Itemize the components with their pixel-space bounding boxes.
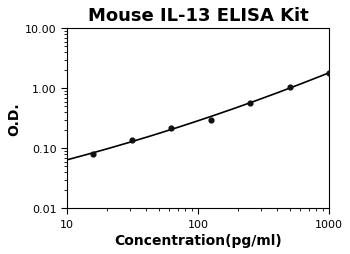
- Y-axis label: O.D.: O.D.: [7, 102, 21, 136]
- Point: [287, 86, 293, 90]
- Point: [169, 126, 174, 130]
- Point: [208, 118, 213, 122]
- Point: [90, 153, 95, 157]
- X-axis label: Concentration(pg/ml): Concentration(pg/ml): [114, 233, 282, 247]
- Point: [247, 101, 253, 105]
- Title: Mouse IL-13 ELISA Kit: Mouse IL-13 ELISA Kit: [88, 7, 308, 25]
- Point: [326, 72, 332, 76]
- Point: [129, 138, 135, 142]
